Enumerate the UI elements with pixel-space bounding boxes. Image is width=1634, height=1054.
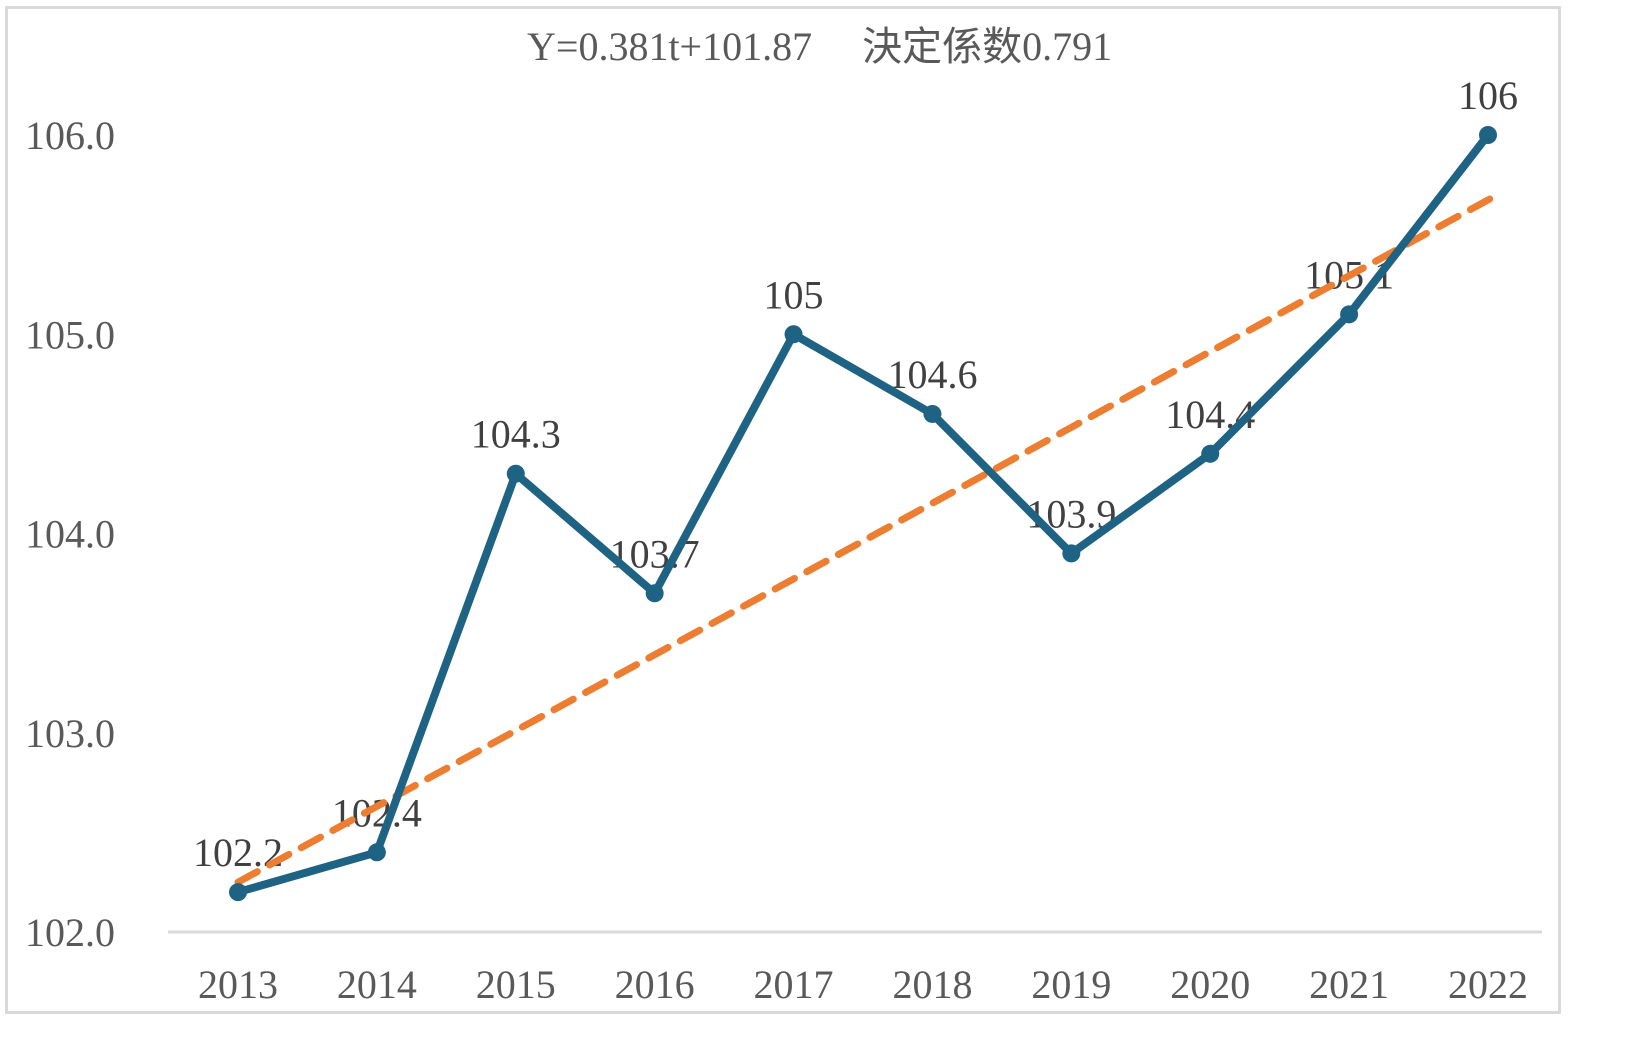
data-label: 104.6 (887, 352, 977, 397)
x-tick-label: 2015 (476, 962, 556, 1007)
data-point-marker (367, 843, 386, 862)
trend-line (234, 194, 1496, 886)
y-axis: 102.0 103.0 104.0 105.0 106.0 (25, 113, 115, 955)
x-axis: 2013 2014 2015 2016 2017 2018 2019 2020 2021 2022 (198, 962, 1528, 1007)
x-tick-label: 2016 (615, 962, 695, 1007)
chart-title: Y=0.381t+101.87 決定係数0.791 (527, 14, 1112, 72)
x-tick-label: 2014 (337, 962, 417, 1007)
data-point-marker (923, 404, 942, 423)
data-point-marker (1062, 544, 1081, 563)
x-tick-label: 2019 (1031, 962, 1111, 1007)
data-point-marker (1201, 444, 1220, 463)
data-label: 104.4 (1165, 392, 1255, 437)
r-squared-label: 決定係数0.791 (862, 24, 1113, 69)
y-tick-label: 106.0 (25, 113, 115, 158)
data-point-marker (645, 584, 664, 603)
data-point-marker (229, 883, 247, 902)
trend-equation: Y=0.381t+101.87 (527, 24, 813, 69)
y-tick-label: 104.0 (25, 512, 115, 557)
data-label: 104.3 (471, 412, 561, 457)
x-tick-label: 2021 (1309, 962, 1389, 1007)
data-label: 102.4 (332, 790, 422, 835)
x-tick-label: 2017 (754, 962, 834, 1007)
x-tick-label: 2020 (1170, 962, 1250, 1007)
y-tick-label: 102.0 (25, 910, 115, 955)
series-line (234, 131, 1492, 897)
x-tick-label: 2013 (198, 962, 278, 1007)
data-point-marker (1340, 305, 1359, 324)
chart-frame (5, 6, 1561, 1014)
trend-line-path (234, 194, 1496, 886)
data-series (229, 126, 1497, 902)
data-label: 105 (764, 272, 824, 317)
data-point-marker (1479, 126, 1497, 144)
y-tick-label: 103.0 (25, 711, 115, 756)
data-point-marker (784, 325, 803, 344)
y-tick-label: 105.0 (25, 312, 115, 357)
x-tick-label: 2022 (1448, 962, 1528, 1007)
data-point-marker (506, 464, 525, 483)
data-label: 106 (1458, 73, 1518, 118)
x-tick-label: 2018 (892, 962, 972, 1007)
data-labels: 102.2102.4104.3103.7105104.6103.9104.410… (193, 73, 1518, 875)
